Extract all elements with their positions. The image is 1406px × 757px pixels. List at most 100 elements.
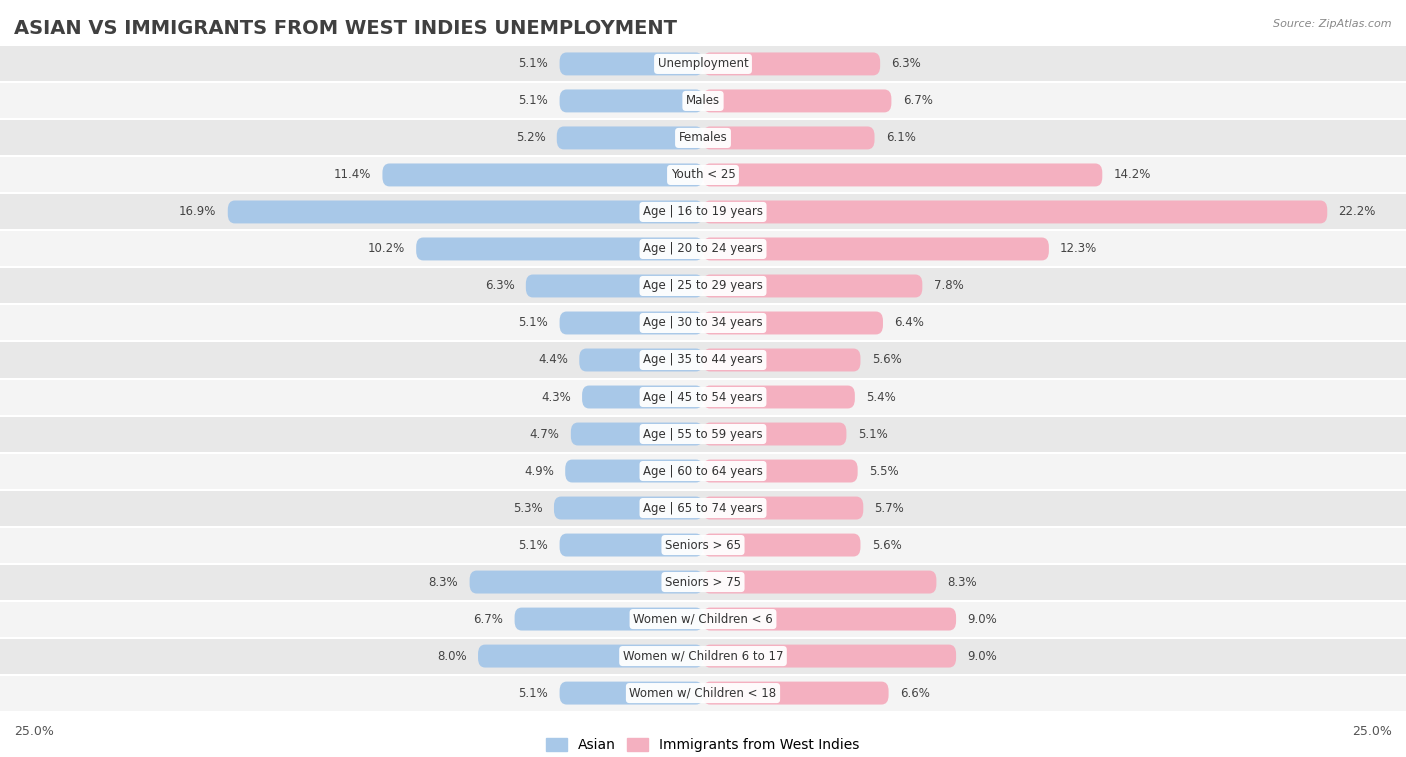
Bar [0,416,1406,453]
Text: 5.1%: 5.1% [519,58,548,70]
FancyBboxPatch shape [560,312,703,335]
Text: 6.4%: 6.4% [894,316,924,329]
FancyBboxPatch shape [571,422,703,445]
FancyBboxPatch shape [526,275,703,298]
FancyBboxPatch shape [703,385,855,409]
Text: Males: Males [686,95,720,107]
Text: 5.6%: 5.6% [872,354,901,366]
FancyBboxPatch shape [703,201,1327,223]
FancyBboxPatch shape [554,497,703,519]
FancyBboxPatch shape [478,645,703,668]
FancyBboxPatch shape [703,645,956,668]
Text: 5.1%: 5.1% [519,95,548,107]
FancyBboxPatch shape [515,608,703,631]
Text: Age | 30 to 34 years: Age | 30 to 34 years [643,316,763,329]
Text: 9.0%: 9.0% [967,650,997,662]
Text: 7.8%: 7.8% [934,279,963,292]
Text: 16.9%: 16.9% [179,205,217,219]
Text: 5.1%: 5.1% [519,316,548,329]
Text: 5.2%: 5.2% [516,132,546,145]
FancyBboxPatch shape [557,126,703,149]
Text: Age | 55 to 59 years: Age | 55 to 59 years [643,428,763,441]
Text: 5.1%: 5.1% [519,687,548,699]
Text: 14.2%: 14.2% [1114,169,1152,182]
Text: 5.7%: 5.7% [875,502,904,515]
Text: Women w/ Children < 6: Women w/ Children < 6 [633,612,773,625]
FancyBboxPatch shape [703,608,956,631]
FancyBboxPatch shape [579,348,703,372]
Legend: Asian, Immigrants from West Indies: Asian, Immigrants from West Indies [541,733,865,757]
FancyBboxPatch shape [703,422,846,445]
Bar [0,341,1406,378]
FancyBboxPatch shape [703,126,875,149]
Bar [0,120,1406,157]
Bar [0,563,1406,600]
FancyBboxPatch shape [470,571,703,593]
Text: 4.3%: 4.3% [541,391,571,403]
Text: 22.2%: 22.2% [1339,205,1376,219]
Bar [0,304,1406,341]
Text: 6.1%: 6.1% [886,132,915,145]
Text: Women w/ Children < 18: Women w/ Children < 18 [630,687,776,699]
Text: 5.5%: 5.5% [869,465,898,478]
Text: Age | 45 to 54 years: Age | 45 to 54 years [643,391,763,403]
FancyBboxPatch shape [703,571,936,593]
Text: Seniors > 65: Seniors > 65 [665,538,741,552]
Text: 4.4%: 4.4% [538,354,568,366]
FancyBboxPatch shape [703,534,860,556]
Text: Age | 60 to 64 years: Age | 60 to 64 years [643,465,763,478]
Text: Unemployment: Unemployment [658,58,748,70]
FancyBboxPatch shape [560,52,703,76]
FancyBboxPatch shape [703,238,1049,260]
Text: 6.7%: 6.7% [903,95,932,107]
FancyBboxPatch shape [703,52,880,76]
Text: 8.3%: 8.3% [429,575,458,588]
Text: 11.4%: 11.4% [333,169,371,182]
FancyBboxPatch shape [565,459,703,482]
Text: Females: Females [679,132,727,145]
FancyBboxPatch shape [703,275,922,298]
Text: 10.2%: 10.2% [368,242,405,255]
Bar [0,600,1406,637]
Text: 5.1%: 5.1% [519,538,548,552]
Bar [0,230,1406,267]
Text: 5.6%: 5.6% [872,538,901,552]
Bar [0,194,1406,230]
FancyBboxPatch shape [560,89,703,112]
Text: 6.3%: 6.3% [891,58,921,70]
Text: Women w/ Children 6 to 17: Women w/ Children 6 to 17 [623,650,783,662]
FancyBboxPatch shape [703,312,883,335]
FancyBboxPatch shape [703,497,863,519]
Text: 4.9%: 4.9% [524,465,554,478]
Text: 5.1%: 5.1% [858,428,887,441]
Bar [0,453,1406,490]
FancyBboxPatch shape [703,89,891,112]
Text: 8.0%: 8.0% [437,650,467,662]
FancyBboxPatch shape [703,164,1102,186]
Text: 5.3%: 5.3% [513,502,543,515]
Text: Age | 25 to 29 years: Age | 25 to 29 years [643,279,763,292]
Text: Age | 16 to 19 years: Age | 16 to 19 years [643,205,763,219]
Text: ASIAN VS IMMIGRANTS FROM WEST INDIES UNEMPLOYMENT: ASIAN VS IMMIGRANTS FROM WEST INDIES UNE… [14,19,678,38]
FancyBboxPatch shape [228,201,703,223]
Bar [0,157,1406,194]
FancyBboxPatch shape [582,385,703,409]
FancyBboxPatch shape [560,681,703,705]
Text: Age | 20 to 24 years: Age | 20 to 24 years [643,242,763,255]
Text: Age | 35 to 44 years: Age | 35 to 44 years [643,354,763,366]
Text: Age | 65 to 74 years: Age | 65 to 74 years [643,502,763,515]
FancyBboxPatch shape [703,348,860,372]
FancyBboxPatch shape [703,459,858,482]
Text: Seniors > 75: Seniors > 75 [665,575,741,588]
FancyBboxPatch shape [382,164,703,186]
Text: 4.7%: 4.7% [530,428,560,441]
Bar [0,378,1406,416]
FancyBboxPatch shape [560,534,703,556]
Text: Youth < 25: Youth < 25 [671,169,735,182]
FancyBboxPatch shape [703,681,889,705]
Bar [0,527,1406,563]
Bar [0,267,1406,304]
Bar [0,45,1406,83]
Text: 6.7%: 6.7% [474,612,503,625]
Bar [0,490,1406,527]
